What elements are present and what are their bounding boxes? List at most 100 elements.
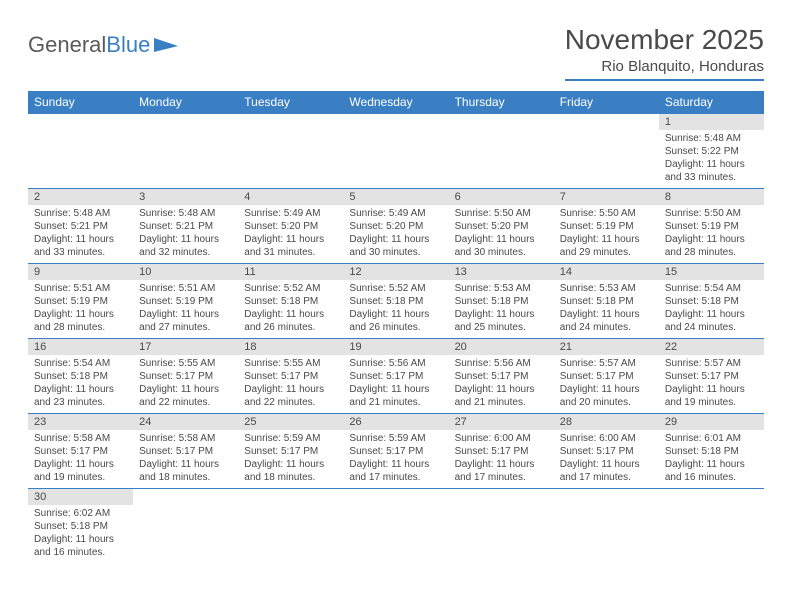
flag-icon [154, 36, 180, 54]
day-line: Sunrise: 5:50 AM [665, 207, 758, 220]
day-line: Sunrise: 5:59 AM [244, 432, 337, 445]
day-line: Sunrise: 5:56 AM [349, 357, 442, 370]
logo: GeneralBlue [28, 32, 180, 58]
calendar-cell: 29Sunrise: 6:01 AMSunset: 5:18 PMDayligh… [659, 414, 764, 489]
day-number [449, 114, 554, 130]
day-header-row: SundayMondayTuesdayWednesdayThursdayFrid… [28, 91, 764, 114]
day-line: and 28 minutes. [34, 321, 127, 334]
day-line: Daylight: 11 hours [665, 308, 758, 321]
day-line: and 33 minutes. [34, 246, 127, 259]
day-line: Daylight: 11 hours [244, 458, 337, 471]
day-body [343, 505, 448, 511]
calendar-table: SundayMondayTuesdayWednesdayThursdayFrid… [28, 91, 764, 563]
day-line: Sunset: 5:19 PM [34, 295, 127, 308]
day-number: 3 [133, 189, 238, 205]
day-number: 10 [133, 264, 238, 280]
day-line: Sunset: 5:17 PM [560, 370, 653, 383]
day-body [238, 130, 343, 136]
day-line: Sunrise: 5:59 AM [349, 432, 442, 445]
day-line: and 25 minutes. [455, 321, 548, 334]
calendar-cell [343, 114, 448, 189]
day-line: Sunset: 5:20 PM [455, 220, 548, 233]
calendar-cell: 24Sunrise: 5:58 AMSunset: 5:17 PMDayligh… [133, 414, 238, 489]
day-number: 25 [238, 414, 343, 430]
day-number: 16 [28, 339, 133, 355]
calendar-cell: 18Sunrise: 5:55 AMSunset: 5:17 PMDayligh… [238, 339, 343, 414]
calendar-row: 2Sunrise: 5:48 AMSunset: 5:21 PMDaylight… [28, 189, 764, 264]
day-body [238, 505, 343, 511]
day-body: Sunrise: 5:57 AMSunset: 5:17 PMDaylight:… [659, 355, 764, 413]
day-line: Sunset: 5:18 PM [349, 295, 442, 308]
day-line: Sunrise: 5:48 AM [34, 207, 127, 220]
day-line: Sunrise: 5:48 AM [139, 207, 232, 220]
location-label: Rio Blanquito, Honduras [565, 58, 764, 81]
calendar-cell: 30Sunrise: 6:02 AMSunset: 5:18 PMDayligh… [28, 489, 133, 564]
day-line: Daylight: 11 hours [455, 308, 548, 321]
day-line: and 27 minutes. [139, 321, 232, 334]
calendar-cell: 10Sunrise: 5:51 AMSunset: 5:19 PMDayligh… [133, 264, 238, 339]
day-body: Sunrise: 5:54 AMSunset: 5:18 PMDaylight:… [28, 355, 133, 413]
day-number [449, 489, 554, 505]
day-body: Sunrise: 5:59 AMSunset: 5:17 PMDaylight:… [343, 430, 448, 488]
calendar-cell: 14Sunrise: 5:53 AMSunset: 5:18 PMDayligh… [554, 264, 659, 339]
calendar-cell [554, 114, 659, 189]
day-line: Sunset: 5:17 PM [244, 370, 337, 383]
day-line: Sunset: 5:18 PM [244, 295, 337, 308]
title-block: November 2025 Rio Blanquito, Honduras [565, 24, 764, 81]
calendar-cell [133, 114, 238, 189]
day-body: Sunrise: 5:55 AMSunset: 5:17 PMDaylight:… [238, 355, 343, 413]
day-line: and 31 minutes. [244, 246, 337, 259]
day-body: Sunrise: 5:58 AMSunset: 5:17 PMDaylight:… [133, 430, 238, 488]
calendar-cell: 27Sunrise: 6:00 AMSunset: 5:17 PMDayligh… [449, 414, 554, 489]
day-body [343, 130, 448, 136]
day-number: 12 [343, 264, 448, 280]
day-line: Daylight: 11 hours [349, 233, 442, 246]
day-header: Monday [133, 91, 238, 114]
day-body: Sunrise: 5:55 AMSunset: 5:17 PMDaylight:… [133, 355, 238, 413]
day-line: and 30 minutes. [455, 246, 548, 259]
calendar-cell: 9Sunrise: 5:51 AMSunset: 5:19 PMDaylight… [28, 264, 133, 339]
day-header: Thursday [449, 91, 554, 114]
day-line: Sunrise: 5:53 AM [560, 282, 653, 295]
day-line: Daylight: 11 hours [665, 158, 758, 171]
day-header: Wednesday [343, 91, 448, 114]
day-body: Sunrise: 6:00 AMSunset: 5:17 PMDaylight:… [449, 430, 554, 488]
day-line: and 17 minutes. [349, 471, 442, 484]
day-line: and 24 minutes. [665, 321, 758, 334]
day-line: Sunrise: 5:55 AM [244, 357, 337, 370]
calendar-row: 23Sunrise: 5:58 AMSunset: 5:17 PMDayligh… [28, 414, 764, 489]
day-line: and 26 minutes. [244, 321, 337, 334]
calendar-row: 16Sunrise: 5:54 AMSunset: 5:18 PMDayligh… [28, 339, 764, 414]
day-number: 14 [554, 264, 659, 280]
day-body [28, 130, 133, 136]
day-body: Sunrise: 5:58 AMSunset: 5:17 PMDaylight:… [28, 430, 133, 488]
calendar-page: GeneralBlue November 2025 Rio Blanquito,… [0, 0, 792, 587]
day-line: and 22 minutes. [244, 396, 337, 409]
day-line: and 19 minutes. [34, 471, 127, 484]
day-line: Sunrise: 5:54 AM [34, 357, 127, 370]
calendar-cell: 8Sunrise: 5:50 AMSunset: 5:19 PMDaylight… [659, 189, 764, 264]
day-line: Sunset: 5:22 PM [665, 145, 758, 158]
day-line: Sunset: 5:17 PM [349, 445, 442, 458]
day-body [449, 130, 554, 136]
calendar-cell: 13Sunrise: 5:53 AMSunset: 5:18 PMDayligh… [449, 264, 554, 339]
calendar-row: 9Sunrise: 5:51 AMSunset: 5:19 PMDaylight… [28, 264, 764, 339]
day-line: Daylight: 11 hours [244, 308, 337, 321]
day-line: and 24 minutes. [560, 321, 653, 334]
day-body: Sunrise: 5:51 AMSunset: 5:19 PMDaylight:… [28, 280, 133, 338]
day-line: Sunset: 5:17 PM [244, 445, 337, 458]
day-body: Sunrise: 5:53 AMSunset: 5:18 PMDaylight:… [554, 280, 659, 338]
calendar-cell: 12Sunrise: 5:52 AMSunset: 5:18 PMDayligh… [343, 264, 448, 339]
day-body: Sunrise: 5:48 AMSunset: 5:21 PMDaylight:… [133, 205, 238, 263]
day-number [133, 114, 238, 130]
day-line: Sunset: 5:17 PM [34, 445, 127, 458]
day-body: Sunrise: 5:52 AMSunset: 5:18 PMDaylight:… [238, 280, 343, 338]
logo-text-2: Blue [106, 32, 150, 58]
day-number [659, 489, 764, 505]
day-line: Sunrise: 6:01 AM [665, 432, 758, 445]
day-number: 27 [449, 414, 554, 430]
day-number: 30 [28, 489, 133, 505]
day-line: Daylight: 11 hours [455, 458, 548, 471]
day-line: Daylight: 11 hours [665, 383, 758, 396]
day-number: 20 [449, 339, 554, 355]
